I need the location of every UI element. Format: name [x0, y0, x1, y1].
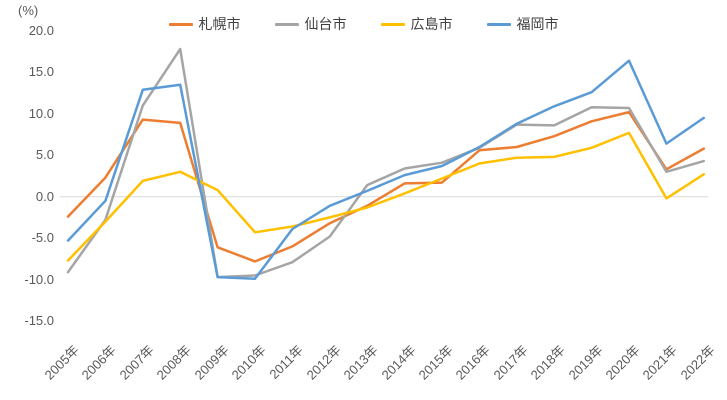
y-axis-label: 5.0: [35, 147, 54, 162]
y-axis-label: -5.0: [31, 230, 54, 245]
series-line-hiroshima: [66, 131, 706, 262]
y-axis-label: -10.0: [24, 272, 54, 287]
legend-line-swatch: [380, 22, 405, 26]
y-axis-label: -15.0: [24, 313, 54, 328]
legend-item-sendai: 仙台市: [274, 15, 347, 33]
series-line-fukuoka: [66, 59, 706, 281]
legend-label: 福岡市: [516, 16, 559, 32]
legend-item-fukuoka: 福岡市: [486, 15, 559, 33]
legend-line-swatch: [168, 22, 193, 26]
legend-item-sapporo: 札幌市: [168, 15, 241, 33]
y-axis-label: 10.0: [28, 106, 54, 121]
legend-item-hiroshima: 広島市: [380, 15, 453, 33]
legend-label: 広島市: [410, 16, 453, 32]
legend-label: 仙台市: [304, 16, 347, 32]
legend-line-swatch: [486, 22, 511, 26]
y-axis-label: 20.0: [28, 23, 54, 38]
series-line-sendai: [66, 47, 706, 279]
y-axis-unit-label: (%): [18, 3, 39, 18]
chart-legend: 札幌市 仙台市 広島市 福岡市: [0, 15, 727, 33]
legend-label: 札幌市: [198, 16, 241, 32]
series-line-sapporo: [66, 110, 706, 263]
legend-line-swatch: [274, 22, 299, 26]
y-axis-label: 15.0: [28, 64, 54, 79]
y-axis-label: 0.0: [35, 189, 54, 204]
